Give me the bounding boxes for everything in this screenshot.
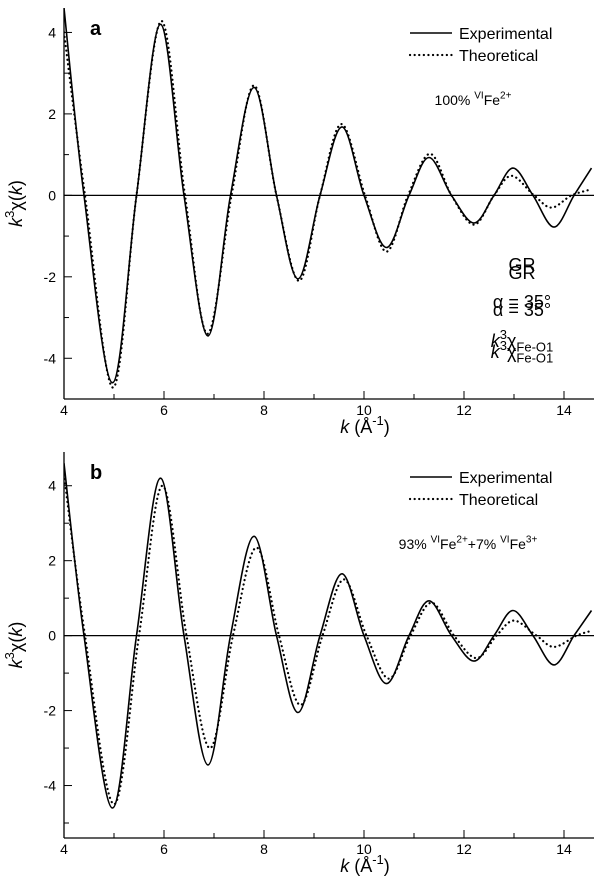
panel-b-x-tick-label: 8	[260, 841, 268, 857]
panel-a-x-tick-label: 14	[556, 402, 572, 418]
panel-b-x-tick-label: 12	[456, 841, 472, 857]
panel-b-annotation-1: α = 35°	[493, 292, 551, 312]
panel-a-y-axis-title-run-0: k	[6, 217, 26, 227]
panel-a-annotation-2-run-1: 3	[500, 338, 507, 353]
panel-a-x-axis-title-run-2: -1	[372, 413, 384, 428]
panel-b-annotation-2-run-0: k	[491, 331, 501, 351]
panel-a-x-axis-title-run-0: k	[340, 417, 350, 437]
panel-b-y-axis-title-run-1: 3	[2, 652, 17, 659]
panel-a-legend-label: Theoretical	[459, 48, 538, 65]
panel-b-composition-text: 93% VIFe2++7% VIFe3+	[399, 535, 538, 552]
panel-b-series-theoretical	[64, 473, 593, 806]
panel-b-legend: Experimental Theoretical	[408, 470, 552, 509]
panel-b-x-axis-title-run-2: -1	[372, 852, 384, 867]
panel-b-x-tick-label: 4	[60, 841, 68, 857]
panel-b-composition-text-run-4: +7%	[468, 536, 500, 552]
panel-b-composition-text-run-7: 3+	[526, 535, 538, 546]
panel-b-legend-label: Theoretical	[459, 492, 538, 509]
panel-b-y-tick-label: 0	[48, 628, 56, 644]
panel-a-annotation-0-run-0: GR	[509, 263, 536, 283]
panel-b-annotation-2: k3χFe-O1	[491, 327, 554, 355]
panel-b: 4 6 8 10 12 14 -4 -2 0 2 4 b Experimental Theoretical…	[2, 255, 594, 876]
panel-b-y-tick-label: 4	[48, 478, 56, 494]
panel-a-y-axis-title: k3χ(k)	[2, 180, 26, 227]
panel-a-x-tick-label: 8	[260, 402, 268, 418]
panel-a-composition-text-run-2: Fe	[484, 92, 501, 108]
panel-b-x-axis-title-run-1: (Å	[349, 856, 372, 876]
panel-a-y-tick-label: 4	[48, 24, 56, 40]
panel-a-annotation-2-run-2: χ	[507, 342, 517, 362]
panel-a-annotation-0: GR	[509, 263, 536, 283]
panel-a-x-axis-title: k (Å-1)	[340, 413, 390, 437]
panel-a-label: a	[90, 18, 102, 40]
panel-a-y-axis-title-run-2: χ(	[6, 195, 26, 210]
panel-a-y-axis-title-run-4: )	[6, 180, 26, 186]
panel-b-y-axis-title-run-3: k	[6, 627, 26, 637]
panel-a-composition-text: 100% VIFe2+	[435, 91, 512, 108]
panel-b-legend-label: Experimental	[459, 470, 552, 487]
panel-a: 4 6 8 10 12 14 -4 -2 0 2 4 a Experimental Theoretical…	[2, 8, 594, 437]
panel-b-composition-text-run-2: Fe	[440, 536, 457, 552]
panel-b-composition-text-run-6: Fe	[510, 536, 527, 552]
panel-b-x-axis-title: k (Å-1)	[340, 852, 390, 876]
panel-b-x-tick-label: 6	[160, 841, 168, 857]
panel-a-annotation-2-run-3: Fe-O1	[516, 351, 553, 366]
panel-a-y-axis-title-run-1: 3	[2, 211, 17, 218]
panel-a-annotation-1-run-0: α = 35°	[493, 300, 551, 320]
panel-a-series-theoretical	[64, 19, 593, 389]
panel-a-composition-text-run-3: 2+	[500, 91, 512, 102]
panel-b-y-tick-label: 2	[48, 553, 56, 569]
panel-a-annotation-2: k3χFe-O1	[491, 338, 554, 366]
panel-b-x-tick-label: 10	[356, 841, 372, 857]
panel-b-annotation-0-run-0: GR	[509, 255, 536, 275]
panel-a-x-tick-label: 4	[60, 402, 68, 418]
panel-a-composition-text-run-0: 100%	[435, 92, 475, 108]
panel-a-x-tick-label: 10	[356, 402, 372, 418]
panel-a-annotation-1: α = 35°	[493, 300, 551, 320]
panel-a-y-tick-label: -4	[44, 350, 57, 366]
panel-b-composition-text-run-5: VI	[500, 535, 509, 546]
panel-b-y-axis-title-run-2: χ(	[6, 637, 26, 652]
panel-a-y-tick-label: 0	[48, 187, 56, 203]
panel-b-composition-text-run-3: 2+	[456, 535, 468, 546]
panel-b-composition-text-run-0: 93%	[399, 536, 431, 552]
panel-b-y-tick-label: -2	[44, 703, 57, 719]
panel-a-y-tick-label: 2	[48, 106, 56, 122]
panel-a-x-tick-label: 6	[160, 402, 168, 418]
panel-a-legend: Experimental Theoretical	[408, 26, 552, 65]
panel-a-y-tick-label: -2	[44, 269, 57, 285]
panel-a-composition-text-run-1: VI	[474, 91, 483, 102]
panel-b-x-axis-title-run-0: k	[340, 856, 350, 876]
panel-b-annotation-2-run-1: 3	[500, 327, 507, 342]
panel-b-annotation-0: GR	[509, 255, 536, 275]
panel-a-annotation-2-run-0: k	[491, 342, 501, 362]
panel-b-annotation-1-run-0: α = 35°	[493, 292, 551, 312]
panel-b-composition-text-run-1: VI	[431, 535, 440, 546]
panel-a-x-axis-title-run-1: (Å	[349, 417, 372, 437]
panel-b-y-axis-title-run-4: )	[6, 622, 26, 628]
panel-b-series-experimental	[64, 463, 593, 809]
panel-b-y-tick-label: -4	[44, 778, 57, 794]
panel-a-x-axis-title-run-3: )	[384, 417, 390, 437]
panel-b-annotation-2-run-2: χ	[507, 331, 517, 351]
panel-b-x-tick-label: 14	[556, 841, 572, 857]
panel-b-y-axis-title-run-0: k	[6, 658, 26, 668]
panel-b-label: b	[90, 462, 102, 484]
panel-b-annotation-2-run-3: Fe-O1	[516, 340, 553, 355]
panel-b-x-axis-title-run-3: )	[384, 856, 390, 876]
panel-b-y-axis-title: k3χ(k)	[2, 622, 26, 669]
panel-a-legend-label: Experimental	[459, 26, 552, 43]
panel-a-y-axis-title-run-3: k	[6, 185, 26, 195]
panel-a-x-tick-label: 12	[456, 402, 472, 418]
